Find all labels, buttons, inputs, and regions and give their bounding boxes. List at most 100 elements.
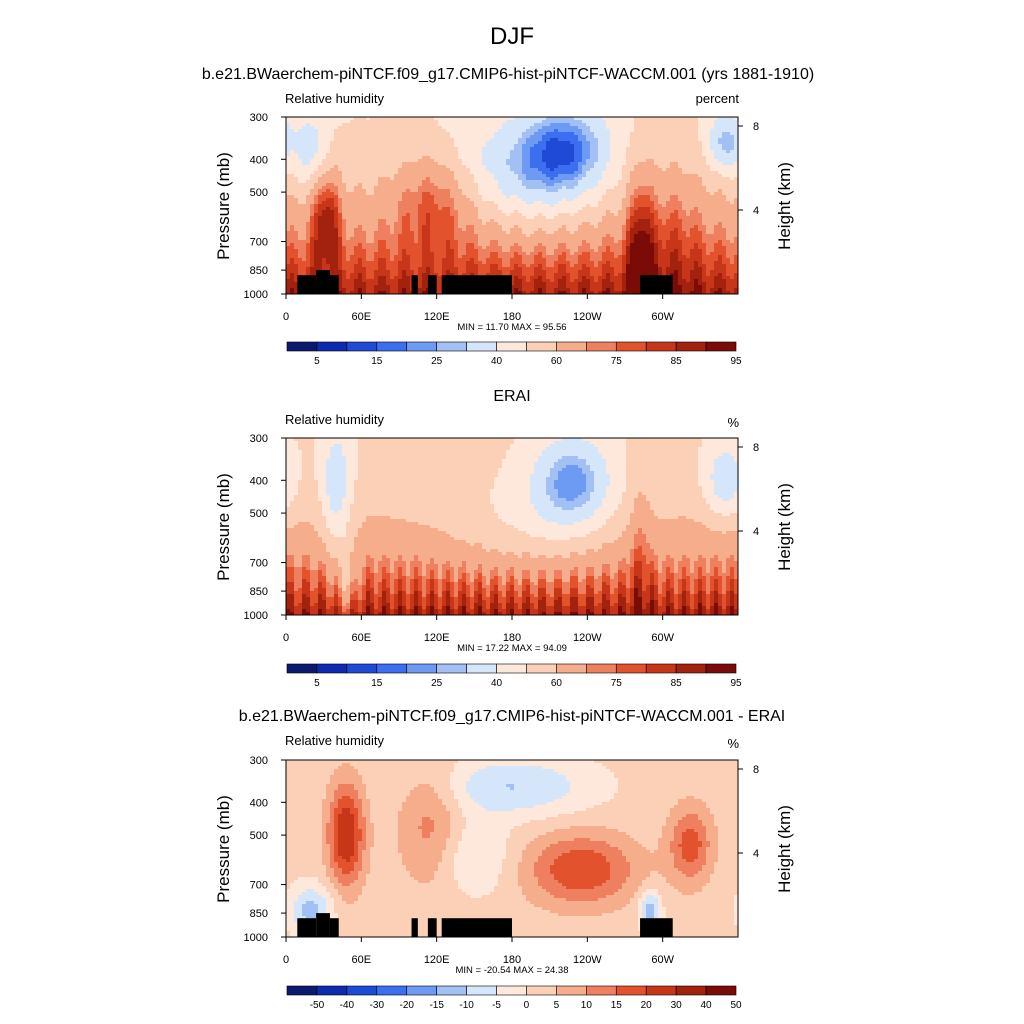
heatmap-cell [650, 219, 655, 223]
heatmap-cell [554, 189, 559, 193]
heatmap-cell [570, 228, 575, 232]
heatmap-cell [678, 210, 683, 214]
heatmap-cell [566, 246, 571, 250]
heatmap-cell [714, 201, 719, 205]
heatmap-cell [582, 126, 587, 130]
heatmap-cell [442, 144, 447, 148]
heatmap-cell [570, 165, 575, 169]
heatmap-cell [550, 177, 555, 181]
heatmap-cell [598, 183, 603, 187]
heatmap-cell [474, 228, 479, 232]
heatmap-cell [470, 153, 475, 157]
heatmap-cell [502, 246, 507, 250]
heatmap-cell [698, 126, 703, 130]
heatmap-cell [590, 153, 595, 157]
heatmap-cell [410, 189, 415, 193]
heatmap-cell [582, 243, 587, 247]
heatmap-cell [678, 147, 683, 151]
heatmap-cell [722, 213, 727, 217]
heatmap-cell [666, 198, 671, 202]
heatmap-cell [506, 129, 511, 133]
heatmap-cell [646, 126, 651, 130]
heatmap-cell [646, 171, 651, 175]
heatmap-cell [622, 165, 627, 169]
heatmap-cell [474, 201, 479, 205]
heatmap-cell [342, 126, 347, 130]
heatmap-cell [446, 180, 451, 184]
heatmap-cell [290, 168, 295, 172]
heatmap-cell [374, 174, 379, 178]
heatmap-cell [694, 123, 699, 127]
heatmap-cell [318, 189, 323, 193]
heatmap-cell [526, 219, 531, 223]
heatmap-cell [642, 174, 647, 178]
heatmap-cell [410, 180, 415, 184]
heatmap-cell [286, 180, 291, 184]
heatmap-cell [398, 183, 403, 187]
heatmap-cell [386, 204, 391, 208]
heatmap-cell [290, 174, 295, 178]
heatmap-cell [590, 222, 595, 226]
heatmap-cell [646, 138, 651, 142]
heatmap-cell [390, 219, 395, 223]
heatmap-cell [474, 123, 479, 127]
heatmap-cell [674, 225, 679, 229]
heatmap-cell [442, 132, 447, 136]
heatmap-cell [502, 192, 507, 196]
heatmap-cell [454, 246, 459, 250]
heatmap-cell [470, 201, 475, 205]
heatmap-cell [718, 162, 723, 166]
heatmap-cell [398, 246, 403, 250]
heatmap-cell [474, 243, 479, 247]
heatmap-cell [434, 126, 439, 130]
heatmap-cell [526, 225, 531, 229]
heatmap-cell [674, 210, 679, 214]
heatmap-cell [470, 117, 475, 121]
heatmap-cell [370, 186, 375, 190]
heatmap-cell [466, 153, 471, 157]
heatmap-cell [354, 219, 359, 223]
heatmap-cell [518, 168, 523, 172]
heatmap-cell [578, 243, 583, 247]
heatmap-cell [710, 174, 715, 178]
heatmap-cell [714, 180, 719, 184]
heatmap-cell [558, 138, 563, 142]
heatmap-cell [558, 189, 563, 193]
heatmap-cell [502, 168, 507, 172]
heatmap-cell [346, 249, 351, 253]
heatmap-cell [582, 162, 587, 166]
heatmap-cell [722, 150, 727, 154]
heatmap-cell [686, 207, 691, 211]
heatmap-cell [586, 138, 591, 142]
heatmap-cell [338, 228, 343, 232]
heatmap-cell [690, 246, 695, 250]
heatmap-cell [626, 138, 631, 142]
heatmap-cell [734, 222, 738, 226]
heatmap-cell [554, 183, 559, 187]
heatmap-cell [398, 201, 403, 205]
heatmap-cell [546, 246, 551, 250]
heatmap-cell [366, 153, 371, 157]
heatmap-cell [294, 249, 299, 253]
heatmap-cell [354, 228, 359, 232]
heatmap-cell [622, 240, 627, 244]
heatmap-cell [626, 243, 631, 247]
heatmap-cell [426, 189, 431, 193]
heatmap-cell [314, 159, 319, 163]
heatmap-cell [590, 168, 595, 172]
heatmap-cell [666, 189, 671, 193]
heatmap-cell [574, 180, 579, 184]
heatmap-cell [682, 126, 687, 130]
heatmap-cell [430, 228, 435, 232]
heatmap-cell [626, 240, 631, 244]
heatmap-cell [386, 246, 391, 250]
heatmap-cell [582, 219, 587, 223]
heatmap-cell [646, 180, 651, 184]
heatmap-cell [686, 243, 691, 247]
heatmap-cell [298, 159, 303, 163]
heatmap-cell [458, 201, 463, 205]
heatmap-cell [434, 168, 439, 172]
heatmap-cell [678, 126, 683, 130]
heatmap-cell [554, 207, 559, 211]
heatmap-cell [522, 123, 527, 127]
